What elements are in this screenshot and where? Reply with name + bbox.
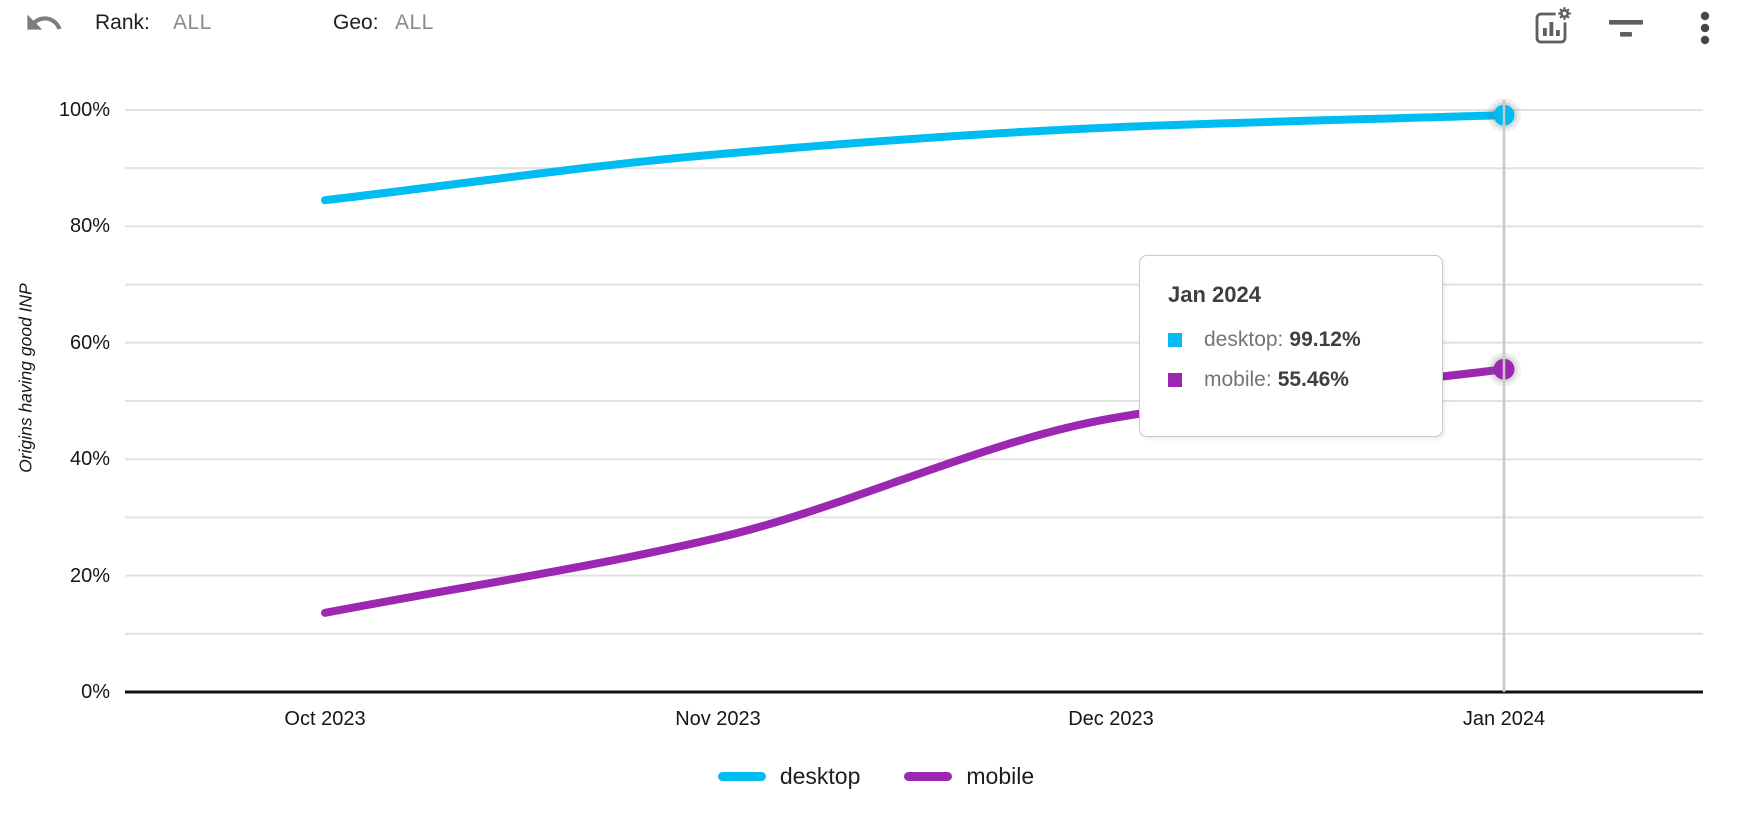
legend-item-mobile[interactable]: mobile xyxy=(904,763,1034,790)
tooltip-title: Jan 2024 xyxy=(1168,282,1261,307)
mobile-series-swatch xyxy=(1168,373,1182,387)
undo-icon xyxy=(24,14,64,46)
desktop-series-swatch xyxy=(1168,333,1182,347)
mobile-legend-label: mobile xyxy=(966,763,1035,789)
chart-legend: desktop mobile xyxy=(0,763,1752,790)
tooltip-desktop-value: 99.12% xyxy=(1289,328,1361,351)
filter-icon xyxy=(1606,19,1646,48)
filter-button[interactable] xyxy=(1604,4,1648,48)
chart-settings-icon xyxy=(1530,4,1574,50)
chart-tooltip: Jan 2024 desktop: 99.12% mobile: 55.46% xyxy=(1139,255,1443,437)
y-tick-0: 0% xyxy=(81,681,110,703)
desktop-legend-swatch xyxy=(717,772,766,781)
kebab-menu-icon xyxy=(1697,11,1713,53)
x-tick-jan-2024: Jan 2024 xyxy=(1462,708,1546,730)
legend-item-desktop[interactable]: desktop xyxy=(717,763,861,790)
tooltip-mobile-value: 55.46% xyxy=(1277,368,1349,391)
x-tick-nov-2023: Nov 2023 xyxy=(675,708,761,730)
y-axis-title: Origins having good INP xyxy=(15,283,36,473)
tooltip-desktop-label: desktop: xyxy=(1204,328,1284,351)
rank-filter-value[interactable]: ALL xyxy=(173,11,212,34)
x-tick-oct-2023: Oct 2023 xyxy=(284,708,366,730)
geo-filter-value[interactable]: ALL xyxy=(395,11,434,34)
mobile-legend-swatch xyxy=(904,772,953,781)
y-tick-40: 40% xyxy=(69,448,110,471)
rank-filter-label: Rank: xyxy=(95,11,150,34)
desktop-legend-label: desktop xyxy=(779,763,861,789)
x-tick-dec-2023: Dec 2023 xyxy=(1068,708,1154,730)
y-tick-80: 80% xyxy=(69,215,110,238)
more-options-button[interactable] xyxy=(1692,6,1718,50)
toolbar: Rank: ALL Geo: ALL xyxy=(0,0,1752,56)
undo-button[interactable] xyxy=(22,2,66,46)
y-tick-100: 100% xyxy=(58,99,110,121)
tooltip-mobile-label: mobile: xyxy=(1204,368,1272,391)
desktop-series-line[interactable] xyxy=(321,111,1508,205)
y-tick-60: 60% xyxy=(69,331,110,354)
tooltip-row-mobile: mobile: 55.46% xyxy=(1168,368,1418,392)
geo-filter-label: Geo: xyxy=(333,11,379,34)
tooltip-row-desktop: desktop: 99.12% xyxy=(1168,328,1418,352)
chart-settings-button[interactable] xyxy=(1528,2,1576,50)
y-tick-20: 20% xyxy=(69,564,110,587)
